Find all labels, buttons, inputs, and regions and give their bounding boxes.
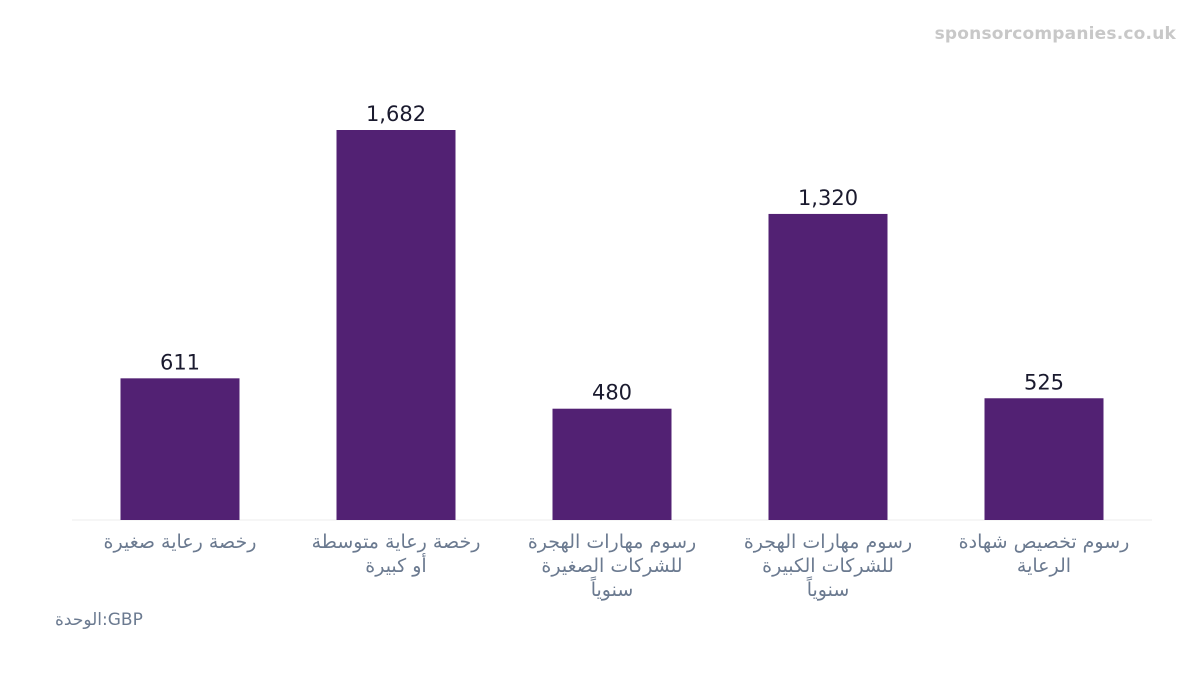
bar-3 (552, 408, 672, 520)
category-label-4-line-1: رسوم مهارات الهجرة (744, 531, 912, 553)
unit-note: الوحدة:GBP (55, 610, 143, 630)
watermark-text: sponsorcompanies.co.uk (934, 24, 1176, 44)
value-label-1: 611 (160, 350, 200, 374)
category-label-4-line-2: للشركات الكبيرة (762, 555, 894, 577)
value-label-3: 480 (592, 381, 632, 405)
category-label-2-line-2: أو كبيرة (365, 553, 426, 577)
value-label-5: 525 (1024, 370, 1064, 394)
category-label-3-line-3: سنوياً (591, 576, 634, 601)
category-label-1-line-1: رخصة رعاية صغيرة (104, 531, 257, 553)
category-label-3-line-2: للشركات الصغيرة (541, 555, 682, 577)
value-label-2: 1,682 (366, 102, 426, 126)
category-label-2-line-1: رخصة رعاية متوسطة (312, 531, 481, 553)
category-label-4-line-3: سنوياً (807, 576, 850, 601)
bar-1 (120, 378, 240, 520)
category-label-5-line-2: الرعاية (1017, 555, 1071, 577)
value-label-4: 1,320 (798, 186, 858, 210)
bar-2 (336, 130, 456, 520)
bar-5 (984, 398, 1104, 520)
bar-4 (768, 213, 888, 520)
category-label-3-line-1: رسوم مهارات الهجرة (528, 531, 696, 553)
category-label-5-line-1: رسوم تخصيص شهادة (959, 531, 1130, 553)
